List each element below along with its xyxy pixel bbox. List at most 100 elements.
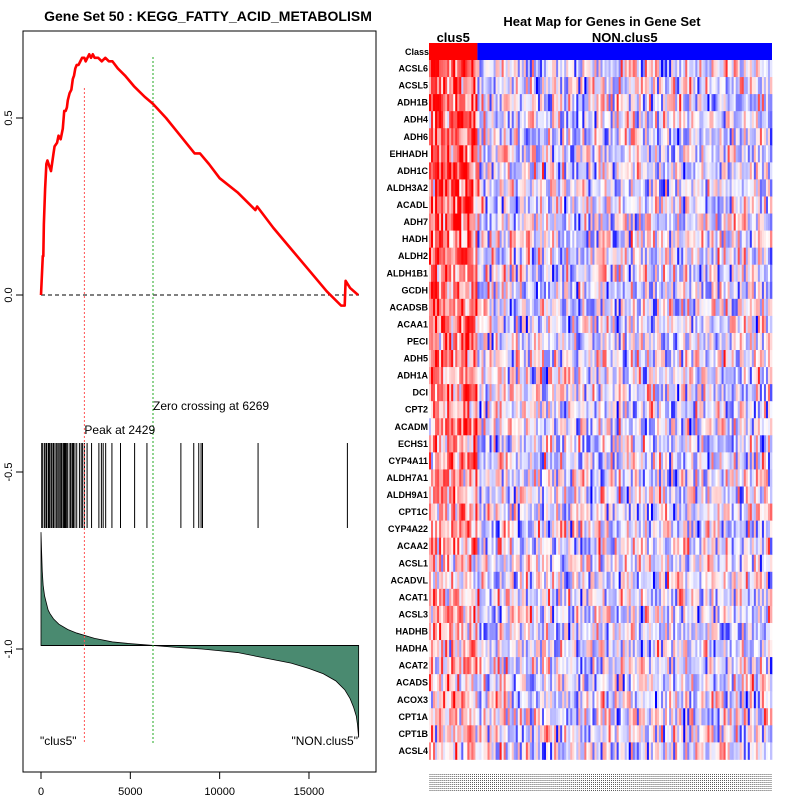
heatmap-cell	[495, 367, 498, 385]
heatmap-cell	[634, 435, 638, 453]
heatmap-cell	[705, 418, 708, 436]
heatmap-cell	[648, 196, 652, 214]
heatmap-cell	[699, 401, 702, 419]
heatmap-cell	[689, 503, 692, 521]
heatmap-cell	[459, 196, 462, 214]
heatmap-cell	[654, 94, 658, 112]
heatmap-cell	[725, 503, 728, 521]
heatmap-cell	[429, 213, 432, 231]
heatmap-cell	[546, 332, 549, 351]
heatmap-cell	[739, 435, 743, 453]
heatmap-cell	[511, 315, 515, 334]
heatmap-cell	[763, 486, 767, 504]
heatmap-cell	[723, 384, 726, 402]
heatmap-cell	[445, 162, 448, 180]
heatmap-cell	[598, 350, 601, 368]
heatmap-cell	[588, 298, 591, 317]
heatmap-cell	[604, 162, 607, 180]
heatmap-cell	[433, 435, 436, 453]
heatmap-cell	[739, 247, 743, 266]
heatmap-cell	[435, 332, 438, 351]
heatmap-cell	[467, 230, 470, 249]
heatmap-cell	[681, 401, 684, 419]
heatmap-cell	[693, 247, 696, 266]
heatmap-cell	[437, 179, 440, 197]
heatmap-cell	[644, 264, 648, 283]
heatmap-cell	[612, 486, 615, 504]
heatmap-cell	[539, 60, 543, 78]
heatmap-cell	[755, 298, 759, 317]
heatmap-cell	[568, 350, 571, 368]
heatmap-cell	[584, 503, 587, 521]
heatmap-cell	[429, 418, 432, 436]
heatmap-cell	[602, 503, 605, 521]
heatmap-cell	[429, 264, 432, 283]
heatmap-cell	[443, 60, 446, 78]
heatmap-cell	[632, 247, 636, 266]
heatmap-cell	[572, 145, 575, 163]
heatmap-cell	[580, 128, 583, 146]
heatmap-cell	[622, 162, 626, 180]
heatmap-cell	[477, 111, 480, 129]
heatmap-cell	[483, 213, 486, 231]
heatmap-cell	[612, 77, 615, 95]
heatmap-cell	[709, 230, 712, 249]
heatmap-cell	[445, 213, 448, 231]
heatmap-cell	[459, 145, 462, 163]
heatmap-cell	[632, 298, 636, 317]
heatmap-cell	[600, 452, 603, 470]
heatmap-cell	[697, 332, 700, 351]
heatmap-cell	[685, 367, 688, 385]
heatmap-cell	[715, 520, 718, 539]
heatmap-cell	[596, 111, 599, 129]
heatmap-cell	[507, 537, 511, 556]
heatmap-cell	[541, 264, 545, 283]
heatmap-panel: Heat Map for Genes in Gene Set clus5 NON…	[386, 14, 773, 792]
heatmap-cell	[679, 128, 682, 146]
heatmap-cell	[630, 503, 634, 521]
heatmap-cell	[699, 196, 702, 214]
heatmap-cell	[665, 503, 668, 521]
heatmap-cell	[727, 452, 730, 470]
heatmap-cell	[630, 77, 634, 95]
heatmap-cell	[437, 77, 440, 95]
heatmap-cell	[610, 230, 613, 249]
heatmap-cell	[574, 486, 577, 504]
heatmap-cell	[556, 367, 559, 385]
heatmap-cell	[501, 332, 505, 351]
heatmap-cell	[731, 264, 735, 283]
heatmap-cell	[608, 264, 611, 283]
heatmap-cell	[449, 469, 452, 487]
heatmap-cell	[761, 213, 765, 231]
heatmap-cell	[753, 350, 757, 368]
heatmap-cell	[491, 298, 494, 317]
heatmap-cell	[435, 145, 438, 163]
heatmap-cell	[515, 350, 519, 368]
heatmap-cell	[580, 247, 583, 266]
heatmap-cell	[757, 384, 761, 402]
heatmap-cell	[743, 128, 747, 146]
heatmap-cell	[562, 418, 565, 436]
heatmap-cell	[687, 264, 690, 283]
heatmap-cell	[481, 230, 484, 249]
heatmap-cell	[727, 520, 730, 539]
heatmap-cell	[592, 213, 595, 231]
heatmap-cell	[564, 418, 567, 436]
heatmap-cell	[630, 196, 634, 214]
heatmap-cell	[441, 94, 444, 112]
heatmap-cell	[525, 367, 529, 385]
heatmap-cell	[679, 298, 682, 317]
heatmap-cell	[745, 60, 749, 78]
heatmap-cell	[652, 298, 656, 317]
heatmap-cell	[707, 77, 710, 95]
heatmap-cell	[497, 350, 500, 368]
heatmap-cell	[461, 435, 464, 453]
heatmap-cell	[527, 332, 531, 351]
heatmap-cell	[695, 196, 698, 214]
heatmap-cell	[648, 298, 652, 317]
heatmap-cell	[441, 537, 444, 556]
heatmap-cell	[741, 350, 745, 368]
heatmap-cell	[642, 111, 646, 129]
heatmap-cell	[656, 128, 660, 146]
heatmap-cell	[497, 94, 500, 112]
